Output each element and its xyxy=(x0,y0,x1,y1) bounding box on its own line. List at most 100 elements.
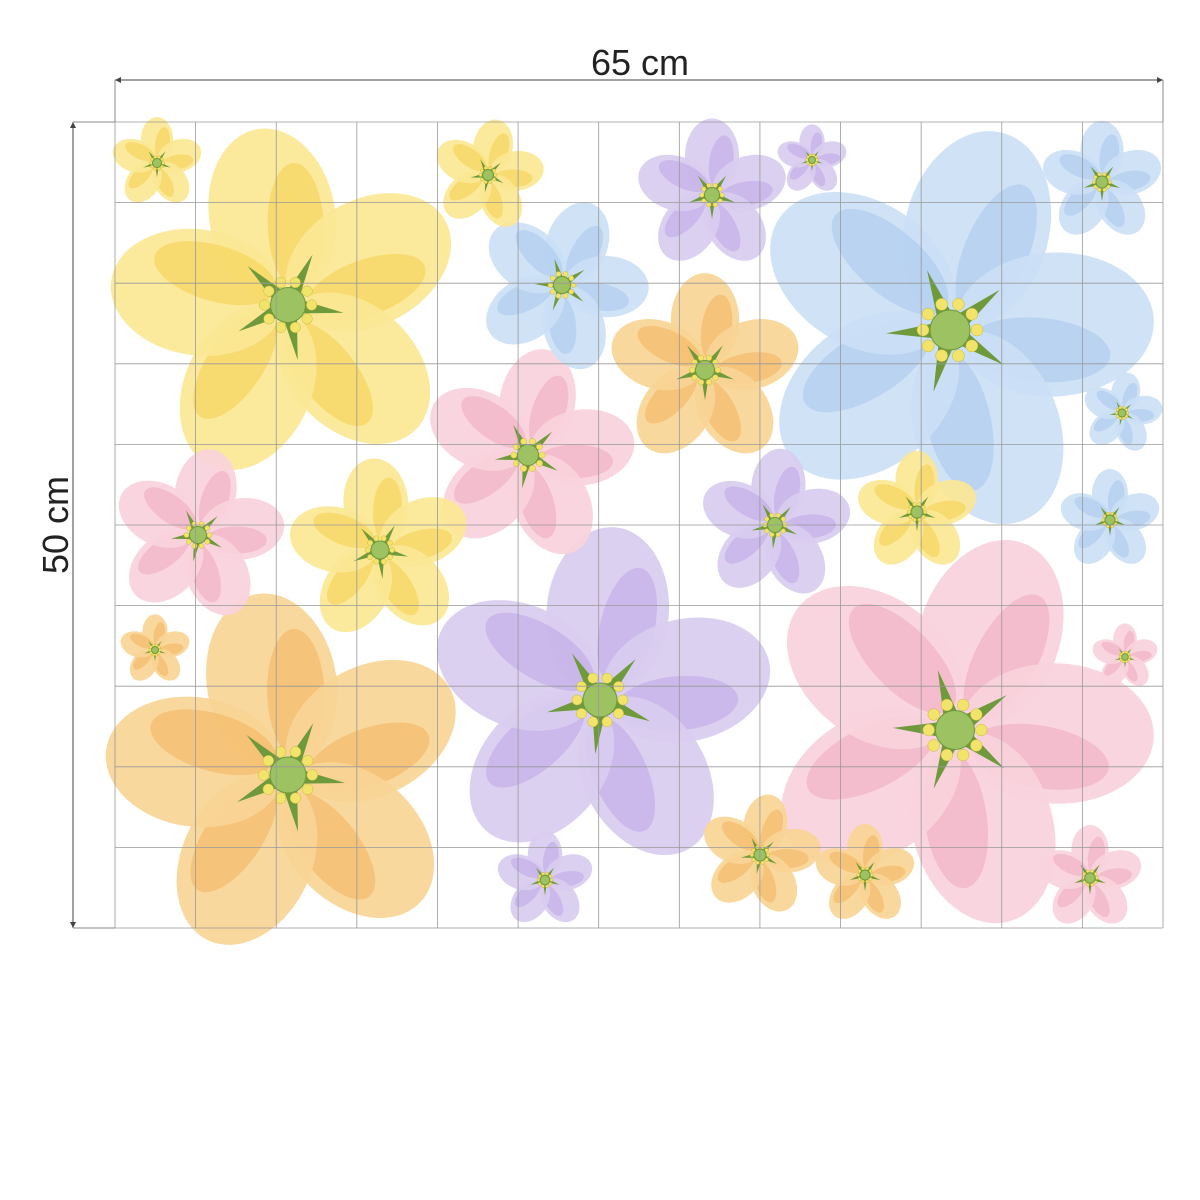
stamen xyxy=(389,547,396,553)
stamen xyxy=(965,339,979,353)
stamen xyxy=(206,532,213,538)
stamen xyxy=(258,769,270,781)
flower xyxy=(486,202,649,370)
stamen xyxy=(262,783,274,795)
flower xyxy=(430,349,635,555)
stamen xyxy=(198,543,205,549)
stamen xyxy=(483,166,488,170)
height-label: 50 cm xyxy=(35,476,76,574)
stamen xyxy=(856,873,860,877)
stamen xyxy=(538,882,542,886)
stamen xyxy=(480,168,484,173)
petal-shade xyxy=(130,633,154,649)
stamen xyxy=(302,755,314,767)
stamen xyxy=(367,539,374,546)
stamen xyxy=(263,313,275,325)
stamen xyxy=(520,465,528,472)
petal-shade xyxy=(637,325,701,367)
flower xyxy=(1038,824,1142,924)
flower-center xyxy=(859,869,871,881)
stamen xyxy=(868,869,873,873)
stamen xyxy=(749,852,754,858)
stamen xyxy=(775,512,781,518)
stamen xyxy=(301,285,313,297)
stamen xyxy=(306,769,318,781)
stamen xyxy=(764,857,769,862)
petal-shade xyxy=(1101,641,1124,656)
flower-center xyxy=(370,540,390,560)
stamen xyxy=(386,554,393,561)
stamen xyxy=(965,307,979,321)
stamen xyxy=(705,379,713,386)
stamen xyxy=(185,525,192,532)
stamen xyxy=(921,339,935,353)
petal-shade xyxy=(658,160,709,193)
stamen xyxy=(912,517,917,522)
stamen xyxy=(275,277,287,289)
petal-shade xyxy=(313,512,375,549)
stamen xyxy=(712,202,718,208)
stamen xyxy=(289,792,302,804)
petal-shade xyxy=(787,143,811,159)
stamen xyxy=(274,792,287,804)
stamen xyxy=(183,532,190,538)
stamen xyxy=(1106,184,1111,189)
stamen xyxy=(367,554,374,561)
stamen xyxy=(364,547,371,553)
stamen xyxy=(289,746,302,758)
flower xyxy=(118,449,285,616)
flower xyxy=(436,119,544,227)
stamen xyxy=(520,438,528,445)
stamen xyxy=(780,516,786,522)
stamen xyxy=(706,182,712,188)
stamen xyxy=(185,538,192,545)
stamen xyxy=(908,505,913,510)
stamen xyxy=(769,532,775,538)
stamen xyxy=(780,528,786,534)
flower-center xyxy=(935,710,975,750)
stamen xyxy=(306,299,318,311)
stamen xyxy=(555,293,562,299)
stamen xyxy=(1093,880,1098,884)
stamen xyxy=(957,698,970,712)
stamen xyxy=(289,277,301,289)
stamen xyxy=(975,723,988,737)
stamen xyxy=(935,298,948,311)
stamen xyxy=(274,746,287,758)
stamen xyxy=(263,285,275,297)
stamen xyxy=(289,321,301,333)
stamen xyxy=(198,521,205,527)
flower xyxy=(436,527,771,856)
stamen xyxy=(204,538,211,545)
stamen xyxy=(568,275,575,282)
stamen xyxy=(601,672,613,684)
stamen xyxy=(258,299,270,311)
flower-center xyxy=(910,505,924,519)
stamen xyxy=(952,349,965,362)
stamen xyxy=(301,313,313,325)
cutting-grid xyxy=(114,121,1164,929)
flower xyxy=(611,273,799,454)
stamen xyxy=(1093,175,1098,180)
stamen xyxy=(562,293,569,299)
stamen xyxy=(483,180,488,184)
stamen xyxy=(927,708,940,721)
stamen xyxy=(549,288,556,295)
stamen xyxy=(386,539,393,546)
stamen xyxy=(488,166,493,170)
flower xyxy=(110,128,452,471)
stamen xyxy=(571,694,583,706)
flower xyxy=(858,450,976,565)
stamen xyxy=(857,869,862,873)
stamen xyxy=(1101,518,1105,522)
stamen xyxy=(275,321,287,333)
stamen xyxy=(940,748,953,762)
stamen xyxy=(1093,184,1098,189)
stamen xyxy=(493,173,498,177)
stamen xyxy=(940,698,953,712)
stamen xyxy=(510,451,518,459)
flower-center xyxy=(1084,872,1096,884)
stamen xyxy=(970,323,984,337)
petal-shade xyxy=(724,486,773,522)
flower-center xyxy=(517,444,539,466)
